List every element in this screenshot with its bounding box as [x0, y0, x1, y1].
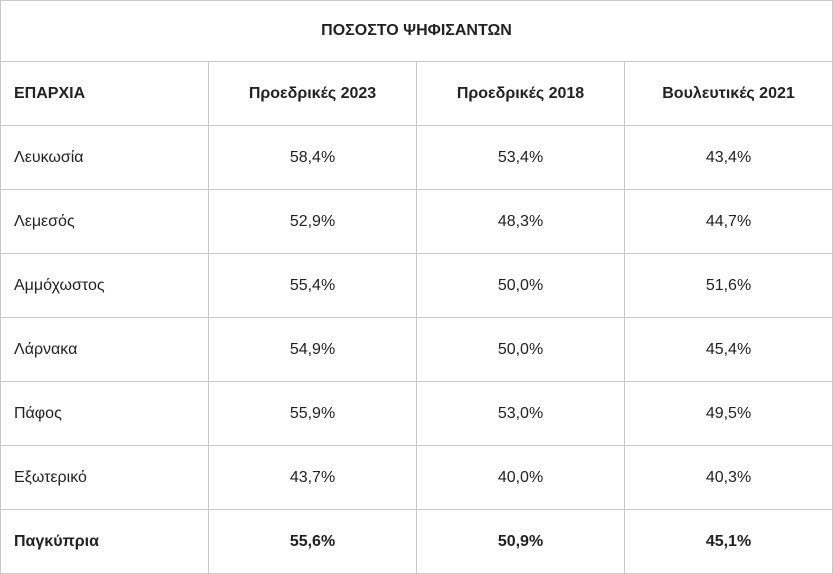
table-row: Εξωτερικό 43,7% 40,0% 40,3%: [0, 445, 833, 510]
total-label: Παγκύπρια: [0, 509, 209, 574]
turnout-2023: 54,9%: [208, 317, 417, 382]
turnout-2021: 45,4%: [624, 317, 833, 382]
province-name: Πάφος: [0, 381, 209, 446]
total-row: Παγκύπρια 55,6% 50,9% 45,1%: [0, 509, 833, 574]
turnout-2018: 50,0%: [416, 317, 625, 382]
total-2018: 50,9%: [416, 509, 625, 574]
turnout-2023: 52,9%: [208, 189, 417, 254]
turnout-2021: 49,5%: [624, 381, 833, 446]
table-title: ΠΟΣΟΣΤΟ ΨΗΦΙΣΑΝΤΩΝ: [0, 0, 833, 62]
province-name: Λεμεσός: [0, 189, 209, 254]
table-row: Λεμεσός 52,9% 48,3% 44,7%: [0, 189, 833, 254]
turnout-2023: 55,9%: [208, 381, 417, 446]
turnout-2018: 40,0%: [416, 445, 625, 510]
province-name: Λευκωσία: [0, 125, 209, 190]
table-row: Αμμόχωστος 55,4% 50,0% 51,6%: [0, 253, 833, 318]
turnout-2021: 44,7%: [624, 189, 833, 254]
turnout-2018: 50,0%: [416, 253, 625, 318]
header-row: ΕΠΑΡΧΙΑ Προεδρικές 2023 Προεδρικές 2018 …: [0, 61, 833, 126]
turnout-2023: 58,4%: [208, 125, 417, 190]
turnout-2023: 55,4%: [208, 253, 417, 318]
header-presidential-2018: Προεδρικές 2018: [416, 61, 625, 126]
header-presidential-2023: Προεδρικές 2023: [208, 61, 417, 126]
province-name: Εξωτερικό: [0, 445, 209, 510]
table-row: Λευκωσία 58,4% 53,4% 43,4%: [0, 125, 833, 190]
table-row: Πάφος 55,9% 53,0% 49,5%: [0, 381, 833, 446]
turnout-2018: 53,4%: [416, 125, 625, 190]
turnout-2018: 48,3%: [416, 189, 625, 254]
province-name: Αμμόχωστος: [0, 253, 209, 318]
table-row: Λάρνακα 54,9% 50,0% 45,4%: [0, 317, 833, 382]
turnout-2021: 43,4%: [624, 125, 833, 190]
title-row: ΠΟΣΟΣΤΟ ΨΗΦΙΣΑΝΤΩΝ: [0, 0, 833, 62]
turnout-2023: 43,7%: [208, 445, 417, 510]
header-parliamentary-2021: Βουλευτικές 2021: [624, 61, 833, 126]
turnout-2021: 40,3%: [624, 445, 833, 510]
header-province: ΕΠΑΡΧΙΑ: [0, 61, 209, 126]
total-2023: 55,6%: [208, 509, 417, 574]
total-2021: 45,1%: [624, 509, 833, 574]
turnout-2018: 53,0%: [416, 381, 625, 446]
province-name: Λάρνακα: [0, 317, 209, 382]
turnout-2021: 51,6%: [624, 253, 833, 318]
